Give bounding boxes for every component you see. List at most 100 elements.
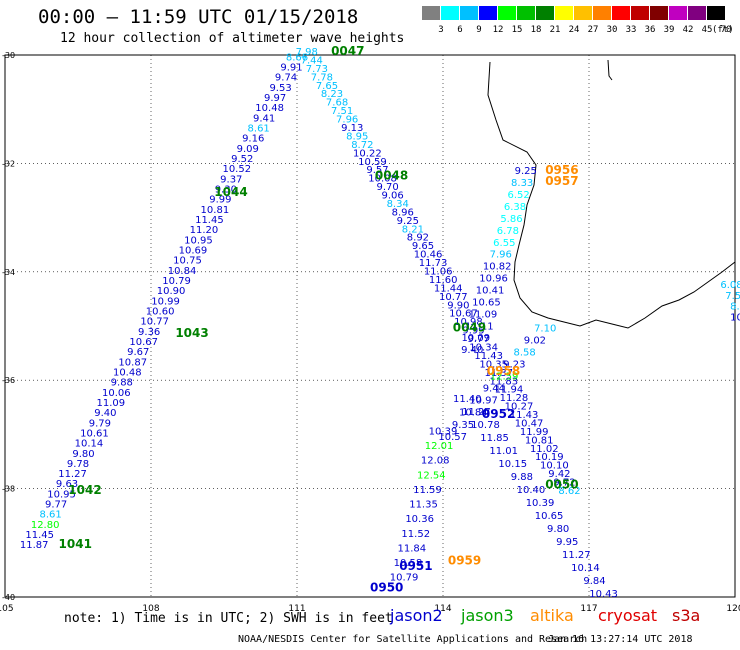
- swh-value: 9.44: [483, 384, 505, 395]
- swh-value: 12.59: [490, 372, 519, 383]
- lon-tick-label: 111: [288, 604, 305, 614]
- swh-value: 11.85: [480, 433, 509, 444]
- swh-value: 10.57: [438, 432, 467, 443]
- swh-value: 10.39: [429, 426, 458, 437]
- lat-tick-label: -30: [2, 51, 15, 60]
- swh-value: 10.22: [353, 148, 382, 159]
- swh-value: 9.25: [515, 166, 537, 177]
- swh-value: 12.01: [425, 441, 454, 452]
- legend-swatch: [707, 6, 725, 20]
- swh-value: 7.44: [301, 55, 323, 66]
- swh-value: 10.98: [454, 317, 483, 328]
- footer-credit: NOAA/NESDIS Center for Satellite Applica…: [238, 634, 588, 645]
- swh-value: 10.35: [479, 359, 508, 370]
- swh-value: 8.: [730, 302, 740, 313]
- lon-tick-label: 108: [142, 604, 159, 614]
- legend-swatch: [669, 6, 687, 20]
- swh-value: 10.48: [113, 367, 142, 378]
- swh-value: 9.40: [94, 408, 116, 419]
- pass-number-label: 0957: [545, 174, 578, 188]
- swh-value: 9.67: [127, 347, 149, 358]
- swh-value: 11.60: [429, 275, 458, 286]
- pass-number-label: 1042: [68, 483, 101, 497]
- swh-value: 8.33: [511, 178, 533, 189]
- swh-value: 10: [730, 313, 740, 324]
- legend-label: 42: [682, 25, 694, 35]
- swh-value: 10.95: [184, 235, 213, 246]
- swh-value: 7.65: [316, 81, 338, 92]
- swh-value: 9.35: [452, 420, 474, 431]
- swh-value: 9.65: [412, 241, 434, 252]
- swh-value: 9.95: [556, 537, 578, 548]
- swh-value: 10.82: [483, 262, 512, 273]
- swh-value: 10.09: [461, 333, 490, 344]
- satellite-legend-altika: altika: [530, 606, 574, 625]
- swh-value: 10.40: [517, 485, 546, 496]
- swh-value: 11.35: [409, 500, 438, 511]
- swh-value: 11.43: [474, 351, 503, 362]
- legend-label: 70: [720, 25, 732, 35]
- swh-value: 10.58: [394, 558, 423, 569]
- swh-value: 7.98: [296, 47, 318, 58]
- legend-label: 3: [438, 25, 444, 35]
- legend-label: 30: [606, 25, 618, 35]
- swh-value: 12.08: [421, 456, 450, 467]
- swh-value: 5.86: [500, 214, 522, 225]
- swh-value: 10.60: [146, 306, 175, 317]
- swh-value: 7.5: [725, 291, 740, 302]
- swh-value: 11.59: [413, 485, 442, 496]
- legend-label: 45: [701, 25, 713, 35]
- swh-value: 8.23: [321, 89, 343, 100]
- swh-value: 9.78: [67, 459, 89, 470]
- lon-tick-label: 117: [580, 604, 597, 614]
- swh-value: 6.38: [504, 202, 526, 213]
- swh-value: 10.67: [129, 337, 158, 348]
- swh-value: 8.62: [558, 486, 580, 497]
- swh-value: 10.96: [479, 274, 508, 285]
- pass-number-label: 0049: [453, 320, 486, 334]
- swh-value: 8.61: [39, 510, 61, 521]
- coastline-inlet: [607, 59, 613, 81]
- swh-value: 9.42: [548, 469, 570, 480]
- legend-label: 27: [587, 25, 599, 35]
- lat-tick-label: -34: [2, 268, 15, 277]
- swh-value: 6.52: [507, 190, 529, 201]
- pass-number-label: 0959: [448, 553, 481, 567]
- lat-tick-label: -36: [2, 376, 15, 385]
- swh-value: 9.88: [111, 378, 133, 389]
- legend-label: 9: [476, 25, 482, 35]
- swh-value: 7.68: [326, 98, 348, 109]
- swh-value: 9.88: [511, 472, 533, 483]
- lon-tick-label: 120: [726, 604, 740, 614]
- swh-value: 10.77: [140, 317, 169, 328]
- swh-value: 11.27: [58, 469, 87, 480]
- swh-value: 10.34: [469, 342, 498, 353]
- swh-value: 11.99: [520, 427, 549, 438]
- swh-value: 9.41: [253, 113, 275, 124]
- swh-value: 10.78: [471, 420, 500, 431]
- swh-value: 11.87: [20, 540, 49, 551]
- legend-swatch: [441, 6, 459, 20]
- swh-value: 9.30: [215, 185, 237, 196]
- swh-value: 10.14: [571, 563, 600, 574]
- legend-label: 12: [492, 25, 504, 35]
- swh-value: 10.61: [80, 428, 109, 439]
- swh-value: 8.34: [387, 199, 409, 210]
- swh-value: 9.36: [138, 327, 160, 338]
- swh-value: 8.58: [514, 348, 536, 359]
- footer-note: note: 1) Time is in UTC; 2) SWH is in fe…: [64, 611, 393, 626]
- legend-label: 36: [644, 25, 656, 35]
- swh-value: 10.84: [168, 266, 197, 277]
- swh-value: 10.65: [472, 297, 501, 308]
- swh-value: 8.92: [407, 233, 429, 244]
- legend-swatch: [650, 6, 668, 20]
- swh-value: 11.83: [490, 376, 519, 387]
- swh-value: 11.45: [195, 215, 224, 226]
- swh-value: 9.84: [583, 576, 605, 587]
- swh-value: 7.73: [306, 64, 328, 75]
- lon-tick-label: 114: [434, 604, 451, 614]
- swh-value: 10.79: [162, 276, 191, 287]
- swh-value: 10.10: [540, 461, 569, 472]
- swh-value: 9.52: [231, 154, 253, 165]
